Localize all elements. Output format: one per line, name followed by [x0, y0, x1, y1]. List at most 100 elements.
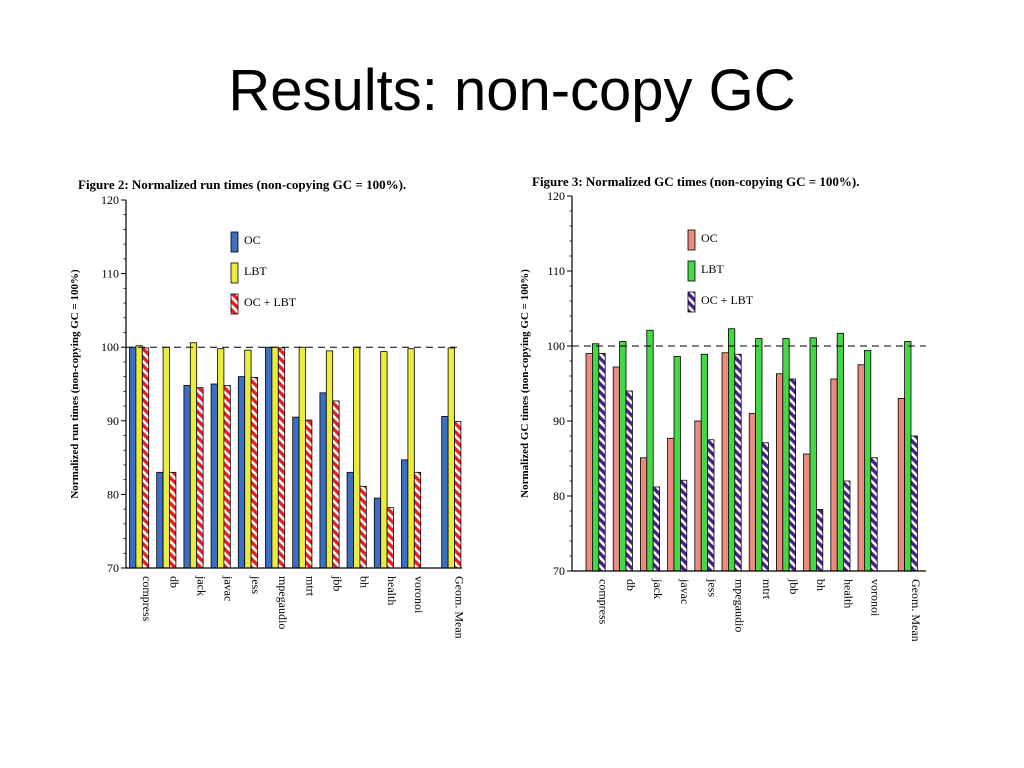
- fig2-xtick-label: jbb: [331, 575, 345, 591]
- fig3-bar-voronoi-oc-lbt: [870, 457, 878, 572]
- fig2-xtick-label: jess: [249, 575, 263, 594]
- fig3-bar-health-oc-lbt: [843, 480, 851, 572]
- fig2-bar-health-oc: [373, 497, 382, 569]
- fig3-bar-jess-lbt: [700, 353, 708, 572]
- fig2-bar-jbb-oc: [319, 392, 327, 569]
- fig2-bar-voronoi-lbt: [407, 348, 415, 569]
- fig2-bar-geom-mean-oc: [441, 415, 449, 569]
- fig2-xtick-label: jack: [195, 575, 209, 596]
- fig3-bar-mtrt-oc: [748, 413, 756, 572]
- fig3-xtick-label: compress: [597, 579, 611, 625]
- fig3-bar-jack-oc-lbt: [652, 486, 660, 572]
- fig2-bar-jess-lbt: [244, 349, 252, 569]
- fig3-xtick-label: bh: [814, 579, 828, 591]
- fig2-bar-jess-oc: [237, 376, 246, 569]
- fig2-bar-mpegaudio-oc: [265, 346, 273, 569]
- fig3-xtick-label: db: [624, 579, 638, 591]
- fig3-bar-db-oc-lbt: [625, 390, 633, 572]
- fig2-xtick-label: mtrt: [303, 576, 317, 597]
- fig2-bar-bh-lbt: [353, 346, 361, 569]
- fig3-ytick-label: 70: [553, 564, 565, 578]
- fig3-bar-geom-mean-oc-lbt: [910, 435, 918, 572]
- fig2-ytick-label: 120: [101, 193, 119, 207]
- fig3-legend-swatch: [687, 229, 696, 251]
- fig3-xtick-label: voronoi: [869, 579, 883, 617]
- fig3-ytick-label: 90: [553, 414, 565, 428]
- fig2-legend-swatch: [230, 262, 239, 284]
- chart-figure-2: Figure 2: Normalized run times (non-copy…: [69, 177, 466, 639]
- fig3-xtick-label: jack: [651, 578, 665, 599]
- fig2-bar-jack-oc-lbt: [196, 387, 204, 569]
- fig3-bar-compress-oc-lbt: [598, 353, 606, 572]
- fig2-xtick-label: mpegaudio: [276, 576, 290, 629]
- fig3-bar-jess-oc: [694, 420, 702, 572]
- fig3-bar-voronoi-oc: [857, 364, 865, 572]
- fig2-ytick-label: 90: [107, 414, 119, 428]
- fig3-ytick-label: 80: [553, 489, 565, 503]
- fig2-ytick-label: 110: [101, 267, 119, 281]
- fig2-bar-health-lbt: [380, 351, 388, 569]
- fig2-xtick-label: bh: [358, 576, 372, 588]
- fig3-bar-jess-oc-lbt: [707, 439, 715, 572]
- fig2-bar-mpegaudio-oc-lbt: [277, 347, 286, 569]
- fig3-bar-mpegaudio-oc-lbt: [734, 353, 742, 572]
- fig3-title: Figure 3: Normalized GC times (non-copyi…: [532, 174, 859, 189]
- fig3-bar-bh-oc-lbt: [815, 509, 824, 572]
- fig3-bar-voronoi-lbt: [863, 350, 872, 572]
- fig3-xtick-label: jbb: [787, 578, 801, 594]
- fig2-bar-geom-mean-lbt: [447, 347, 455, 569]
- fig2-xtick-label: health: [385, 576, 399, 605]
- fig2-xtick-label: db: [167, 576, 181, 588]
- fig2-bar-db-oc: [156, 471, 164, 569]
- fig2-bar-javac-lbt: [217, 348, 225, 569]
- fig3-xtick-label: jess: [705, 578, 719, 597]
- fig2-xtick-label: compress: [140, 576, 154, 622]
- fig2-bar-jess-oc-lbt: [250, 376, 258, 569]
- fig2-bar-mpegaudio-lbt: [271, 346, 279, 569]
- slide-title: Results: non-copy GC: [228, 58, 796, 123]
- fig3-bar-javac-lbt: [673, 356, 681, 572]
- fig2-xtick-label: Geom. Mean: [452, 576, 466, 639]
- fig2-legend-swatch: [230, 231, 239, 253]
- fig2-bar-bh-oc: [346, 471, 354, 569]
- fig3-bar-health-oc: [830, 378, 838, 572]
- fig2-bar-bh-oc-lbt: [359, 485, 367, 569]
- fig3-legend-label: OC + LBT: [701, 293, 754, 307]
- fig3-xtick-label: health: [841, 579, 855, 608]
- fig2-bar-db-oc-lbt: [169, 471, 177, 569]
- fig2-legend-label: OC + LBT: [244, 295, 297, 309]
- fig3-bar-geom-mean-oc: [897, 398, 906, 572]
- fig2-xtick-label: voronoi: [412, 576, 426, 614]
- fig2-bar-jbb-lbt: [325, 350, 334, 569]
- fig3-bar-javac-oc: [667, 437, 675, 572]
- fig3-legend-swatch: [687, 260, 696, 282]
- fig2-bar-compress-oc-lbt: [141, 347, 150, 569]
- fig3-bar-mpegaudio-lbt: [727, 328, 736, 572]
- fig3-xtick-label: mpegaudio: [733, 579, 747, 632]
- chart-figure-3: Figure 3: Normalized GC times (non-copyi…: [519, 174, 926, 642]
- fig3-ytick-label: 120: [547, 189, 565, 203]
- fig2-legend-label: LBT: [244, 264, 267, 278]
- fig2-bar-voronoi-oc: [401, 459, 409, 569]
- fig3-bar-jbb-oc: [775, 373, 784, 572]
- fig2-ylabel: Normalized run times (non-copying GC = 1…: [69, 269, 81, 499]
- fig2-bar-mtrt-oc: [292, 416, 300, 569]
- fig3-ylabel: Normalized GC times (non-copying GC = 10…: [519, 269, 531, 498]
- fig3-bar-jbb-lbt: [782, 338, 790, 572]
- fig3-bar-bh-oc: [803, 453, 811, 572]
- fig2-bar-jack-oc: [183, 385, 191, 569]
- fig3-bar-db-lbt: [619, 341, 627, 572]
- fig3-legend-swatch: [687, 291, 696, 313]
- fig2-legend-label: OC: [244, 233, 261, 247]
- fig3-bar-compress-lbt: [592, 343, 600, 572]
- fig2-ytick-label: 80: [107, 487, 119, 501]
- fig2-bar-compress-lbt: [135, 345, 143, 569]
- fig3-bar-bh-lbt: [809, 337, 817, 572]
- fig3-bar-mtrt-oc-lbt: [761, 442, 769, 572]
- fig3-bar-db-oc: [612, 366, 620, 572]
- fig2-title: Figure 2: Normalized run times (non-copy…: [78, 177, 406, 192]
- fig2-bar-db-lbt: [162, 346, 170, 569]
- fig2-bar-mtrt-oc-lbt: [305, 419, 313, 569]
- fig3-bar-javac-oc-lbt: [679, 479, 688, 572]
- fig3-bar-compress-oc: [585, 353, 593, 572]
